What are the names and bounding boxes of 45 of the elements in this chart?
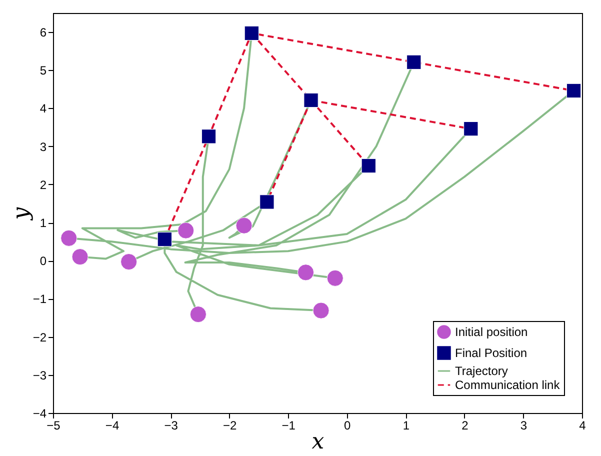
x-tick-label: 4 [579,418,586,432]
point [326,270,344,286]
y-tick-label: 4 [40,102,47,116]
x-tick-label: −5 [46,418,61,432]
point [236,217,252,234]
point [297,264,314,281]
x-tick-label: −2 [222,418,237,432]
legend-label: Communication link [455,378,561,392]
point [304,92,318,108]
y-tick-label: 5 [40,64,47,78]
y-tick-label: −2 [32,330,47,344]
point [201,129,216,144]
point [464,121,478,136]
legend-label: Initial position [455,325,528,339]
x-axis-title: x [312,430,325,454]
point [60,230,78,246]
y-tick-label: −1 [32,292,47,306]
point [406,54,422,70]
legend-label: Final Position [455,346,528,360]
y-tick-label: −4 [32,406,47,420]
x-tick-label: −1 [282,418,296,432]
x-tick-label: 2 [462,418,469,432]
point [72,248,88,266]
y-tick-label: 6 [40,26,47,40]
point [120,253,138,270]
point [157,232,172,247]
point [244,26,259,41]
y-axis-title: y [8,206,34,221]
x-tick-label: −4 [105,418,120,432]
x-tick-label: −3 [164,418,178,432]
point [312,302,330,319]
point [260,194,274,210]
x-tick-label: 1 [402,418,410,432]
point [178,222,194,239]
y-tick-label: 2 [40,178,47,192]
x-tick-label: 3 [520,418,528,432]
x-tick-label: 0 [344,418,352,432]
legend-label: Trajectory [455,364,508,378]
point [190,306,206,323]
y-tick-label: −3 [32,368,47,382]
point [361,158,376,174]
point [566,83,582,98]
y-tick-label: 3 [40,140,47,154]
y-tick-label: 0 [40,254,47,268]
y-tick-label: 1 [40,216,47,230]
